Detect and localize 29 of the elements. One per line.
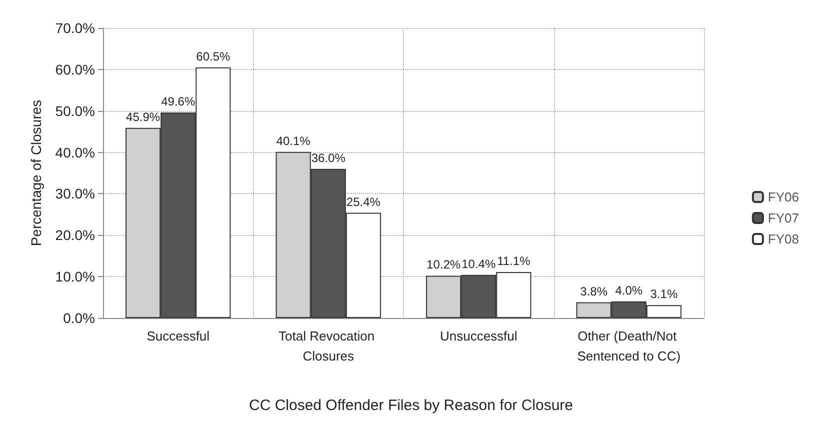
text: CC Closed Offender Files by Reason for Closure [248, 397, 574, 414]
data-label: 10.2% [426, 258, 461, 272]
y-tick-label: 40.0% [55, 144, 95, 160]
x-tick-label: Total Revocation Closures [278, 328, 378, 364]
data-label: 45.9% [126, 110, 160, 124]
x-tick-label: Unsuccessful [440, 328, 518, 344]
legend-label: FY08 [768, 232, 800, 246]
data-label: 10.4% [462, 256, 496, 271]
data-label: 49.6% [161, 94, 196, 109]
data-label: 25.4% [346, 194, 381, 209]
y-tick-label: 0.0% [63, 310, 95, 326]
y-tick-label: 60.0% [55, 61, 95, 78]
legend-label: FY07 [768, 210, 800, 226]
data-label: 3.8% [580, 284, 608, 298]
data-label: 3.1% [650, 287, 678, 302]
y-tick-label: 20.0% [55, 227, 95, 244]
data-label: 36.0% [311, 150, 346, 165]
x-tick-label: Successful [146, 328, 210, 344]
data-label: 60.5% [196, 49, 231, 64]
y-tick-label: 10.0% [55, 268, 95, 285]
y-tick-label: 70.0% [55, 20, 95, 36]
y-axis-title: Percentage of Closures [28, 100, 44, 246]
legend-label: FY06 [768, 190, 800, 204]
y-tick-label: 30.0% [55, 186, 95, 202]
data-label: 4.0% [615, 283, 643, 298]
y-tick-label: 50.0% [55, 102, 95, 119]
data-label: 40.1% [276, 134, 311, 148]
x-tick-label: Other (Death/Not Sentenced to CC) [577, 328, 681, 364]
data-label: 11.1% [497, 254, 531, 268]
